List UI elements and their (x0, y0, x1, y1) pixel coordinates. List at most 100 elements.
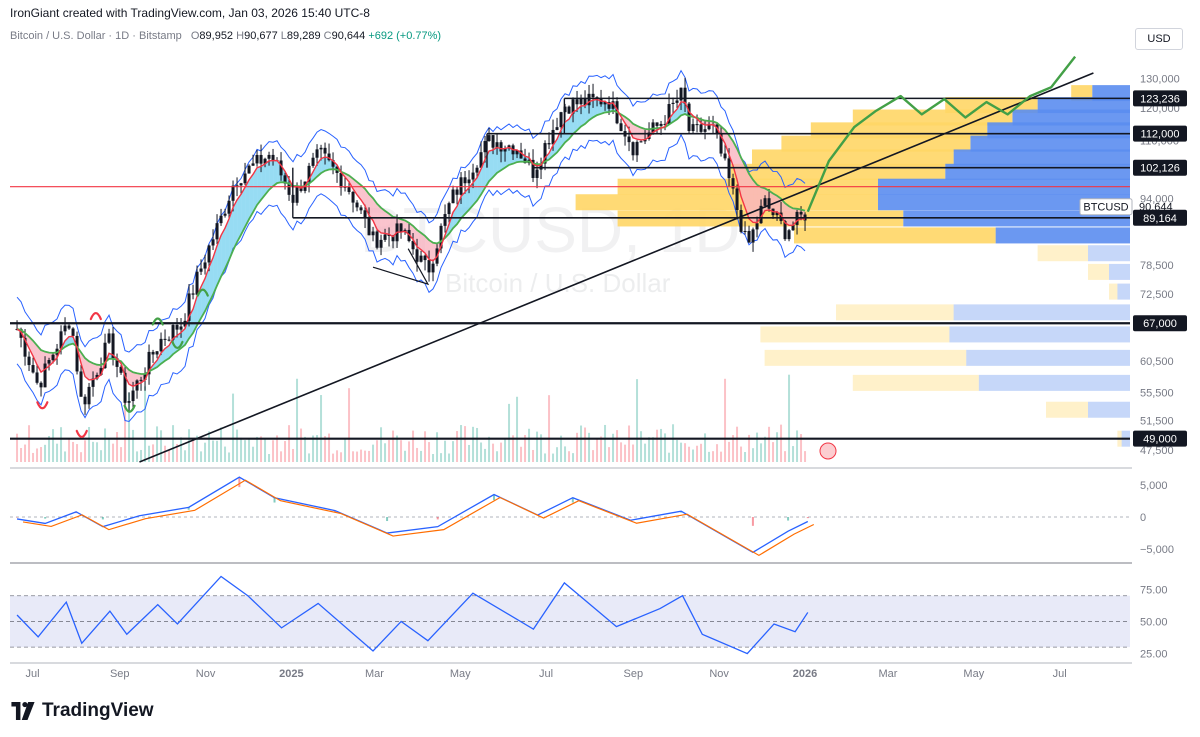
ema-cloud (201, 278, 206, 319)
volume-bar (380, 427, 383, 462)
volume-bar (84, 440, 87, 462)
volume-bar (768, 426, 771, 462)
macd-histogram-bar (806, 517, 809, 519)
tradingview-logo[interactable]: TradingView (10, 700, 154, 722)
candle-body (391, 235, 395, 242)
volume-bar (140, 449, 143, 462)
ema-cloud (673, 109, 678, 122)
candle-body (39, 382, 43, 388)
volume-profile-up (752, 149, 954, 166)
volume-bar (752, 448, 755, 462)
candle-body (611, 101, 615, 109)
time-axis-tick: Jul (539, 668, 553, 680)
volume-bar (504, 438, 507, 462)
symbol-tag-box (1079, 198, 1133, 216)
ema-fast-line (16, 98, 806, 388)
volume-profile-up (760, 326, 950, 343)
volume-bar (308, 453, 311, 462)
volume-bar (68, 439, 71, 462)
candle-body (575, 99, 579, 105)
candle-body (191, 293, 195, 295)
volume-bar (544, 453, 547, 462)
price-axis-tick: 130,000 (1140, 74, 1180, 86)
volume-bar (800, 434, 803, 462)
candle-body (759, 205, 763, 224)
volume-bar (604, 424, 607, 462)
time-axis-tick: Jul (1053, 668, 1067, 680)
candle-body (175, 325, 179, 330)
candle-body (347, 186, 351, 192)
ema-cloud (233, 199, 238, 251)
volume-bar (764, 436, 767, 462)
time-axis-tick: May (963, 668, 984, 680)
candle-body (739, 210, 743, 232)
volume-bar (440, 453, 443, 462)
volume-bar (796, 430, 799, 462)
symbol-name[interactable]: Bitcoin / U.S. Dollar · 1D · Bitstamp (10, 30, 182, 42)
volume-bar (756, 432, 759, 462)
macd-histogram-bar (273, 497, 276, 503)
volume-bar (424, 431, 427, 462)
candle-body (679, 87, 683, 101)
candle-body (687, 103, 691, 132)
candle-body (559, 112, 563, 128)
volume-bar (204, 442, 207, 462)
candle-body (179, 326, 183, 330)
volume-profile-down (878, 194, 1130, 211)
volume-bar (700, 443, 703, 462)
volume-bar (232, 393, 235, 462)
volume-bar (748, 434, 751, 462)
high-label: H (236, 30, 245, 42)
volume-bar (664, 433, 667, 462)
price-axis-tick: 47,500 (1140, 445, 1174, 457)
candle-body (27, 356, 31, 366)
ema-cloud (413, 225, 418, 247)
volume-bar (672, 424, 675, 462)
candle-body (339, 172, 343, 188)
candle-body (307, 165, 311, 182)
candle-body (731, 178, 735, 189)
candle-body (779, 212, 783, 222)
volume-bar (48, 436, 51, 462)
volume-bar (336, 450, 339, 462)
candle-body (683, 87, 687, 104)
ema-cloud (681, 101, 686, 116)
volume-bar (184, 450, 187, 462)
candle-body (359, 207, 363, 211)
candle-body (467, 179, 471, 184)
swing-marker (123, 404, 136, 413)
price-axis-tick: 72,500 (1140, 289, 1174, 301)
candle-body (139, 379, 143, 381)
candle-body (115, 358, 119, 367)
volume-bar (644, 443, 647, 462)
volume-bar (588, 432, 591, 462)
volume-bar (436, 432, 439, 462)
macd-axis-tick: −5,000 (1140, 544, 1174, 556)
volume-bar (272, 440, 275, 462)
candle-body (491, 135, 495, 148)
volume-bar (360, 449, 363, 462)
ema-cloud (489, 149, 494, 182)
volume-bar (324, 436, 327, 462)
volume-bar (496, 451, 499, 462)
candle-body (775, 212, 779, 216)
tradingview-logo-icon (11, 702, 35, 720)
candle-body (603, 102, 607, 105)
price-change: +692 (+0.77%) (368, 30, 442, 42)
currency-button[interactable]: USD (1135, 28, 1183, 50)
candle-body (271, 154, 275, 161)
candle-body (219, 215, 223, 224)
volume-bar (412, 430, 415, 462)
volume-bar (448, 453, 451, 462)
macd-histogram-bar (493, 494, 496, 501)
low-value: 89,289 (286, 30, 321, 42)
candle-body (71, 328, 75, 336)
ema-cloud (325, 156, 330, 171)
ema-cloud (417, 229, 422, 250)
candle-body (523, 158, 527, 164)
volume-bar (568, 451, 571, 462)
ema-cloud (557, 129, 562, 153)
candle-body (127, 401, 131, 403)
candle-body (735, 188, 739, 211)
